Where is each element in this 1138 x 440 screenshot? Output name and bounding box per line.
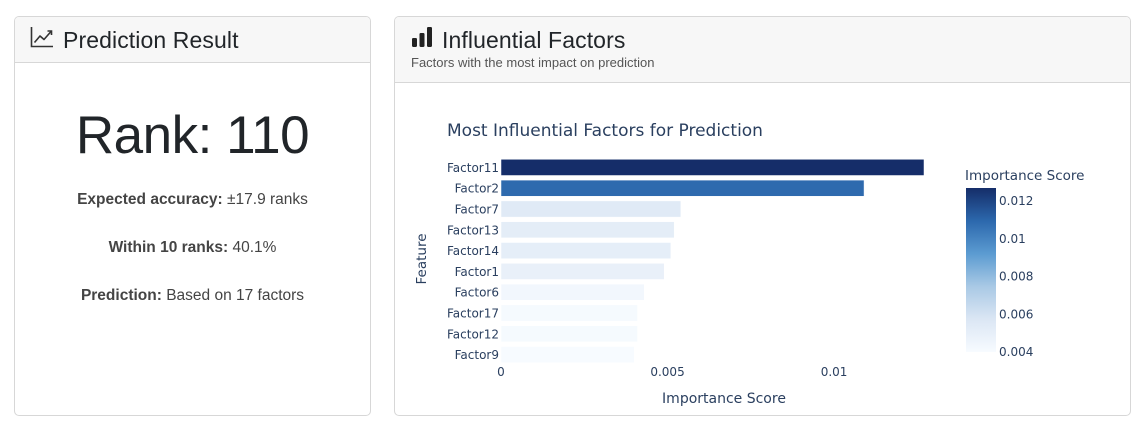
y-tick-label: Factor14	[447, 244, 499, 258]
bar-factor13[interactable]	[500, 221, 675, 239]
y-tick-label: Factor7	[455, 203, 499, 217]
stat-value: ±17.9 ranks	[222, 191, 308, 208]
y-tick-label: Factor11	[447, 161, 499, 175]
influential-factors-title: Influential Factors	[442, 27, 626, 53]
prediction-basis-stat: Prediction: Based on 17 factors	[15, 287, 370, 305]
x-axis-title: Importance Score	[662, 391, 786, 407]
bar-factor12[interactable]	[500, 325, 638, 343]
colorbar-tick-label: 0.004	[999, 345, 1033, 359]
bar-factor14[interactable]	[500, 242, 672, 259]
x-tick-label: 0.005	[650, 365, 684, 379]
y-tick-label: Factor6	[455, 286, 499, 300]
bar-factor11[interactable]	[500, 159, 925, 176]
y-tick-label: Factor13	[447, 223, 499, 237]
y-tick-label: Factor2	[455, 182, 499, 196]
colorbar-title: Importance Score	[965, 168, 1084, 184]
colorbar-tick-label: 0.01	[999, 232, 1026, 246]
within-10-ranks-stat: Within 10 ranks: 40.1%	[15, 239, 370, 257]
prediction-result-card: Prediction Result Rank: 110 Expected acc…	[14, 16, 371, 416]
bar-factor17[interactable]	[500, 304, 638, 322]
y-tick-label: Factor17	[447, 307, 499, 321]
prediction-result-title: Prediction Result	[63, 27, 239, 53]
prediction-result-header: Prediction Result	[15, 17, 370, 63]
bar-factor2[interactable]	[500, 179, 865, 197]
x-tick-label: 0	[497, 365, 505, 379]
stat-value: Based on 17 factors	[161, 287, 305, 304]
stat-label: Within 10 ranks:	[108, 239, 229, 256]
influential-factors-card: Influential Factors Factors with the mos…	[394, 16, 1131, 416]
expected-accuracy-stat: Expected accuracy: ±17.9 ranks	[15, 191, 370, 209]
stat-value: 40.1%	[228, 239, 277, 256]
bar-factor1[interactable]	[500, 263, 665, 280]
colorbar	[966, 188, 996, 352]
y-tick-label: Factor1	[455, 265, 499, 279]
y-axis-title: Feature	[414, 233, 430, 284]
influential-factors-subtitle: Factors with the most impact on predicti…	[411, 55, 655, 70]
stat-label: Expected accuracy:	[77, 191, 223, 208]
y-tick-label: Factor12	[447, 327, 499, 341]
colorbar-tick-label: 0.006	[999, 307, 1033, 321]
colorbar-tick-label: 0.012	[999, 194, 1033, 208]
line-chart-icon	[30, 26, 54, 54]
bar-chart-icon	[411, 26, 433, 54]
chart-title: Most Influential Factors for Prediction	[447, 121, 763, 141]
stat-label: Prediction:	[80, 287, 162, 304]
colorbar-tick-label: 0.008	[999, 270, 1033, 284]
y-tick-label: Factor9	[455, 348, 499, 362]
bar-factor6[interactable]	[500, 283, 645, 301]
bar-factor9[interactable]	[500, 346, 635, 363]
influential-factors-header: Influential Factors Factors with the mos…	[395, 17, 1130, 83]
factor-importance-chart: Most Influential Factors for Prediction …	[414, 121, 1084, 407]
rank-value: Rank: 110	[75, 106, 310, 165]
x-tick-label: 0.01	[821, 365, 848, 379]
bar-factor7[interactable]	[500, 200, 682, 218]
